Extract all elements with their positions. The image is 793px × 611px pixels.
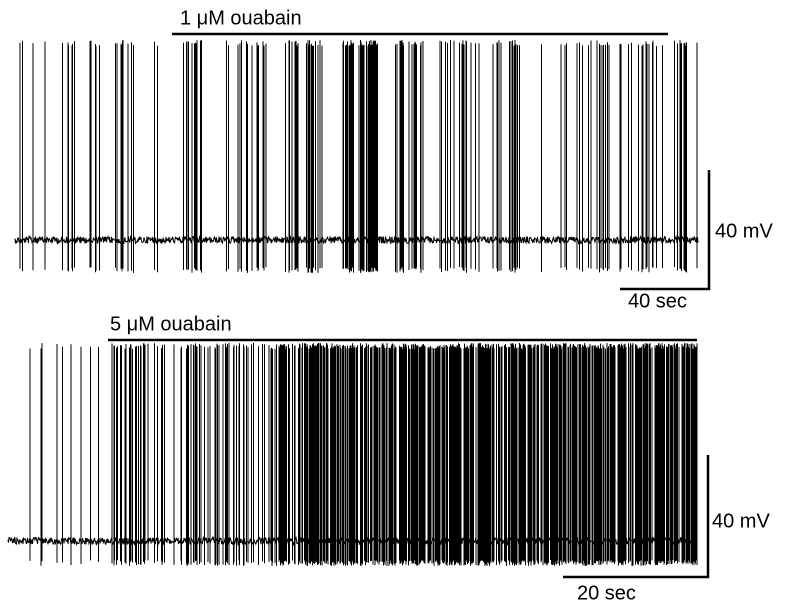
time-scale-label: 40 sec bbox=[628, 290, 687, 312]
voltage-scale-label: 40 mV bbox=[712, 510, 770, 532]
scale-bar bbox=[620, 170, 711, 291]
drug-label: 1 μM ouabain bbox=[180, 7, 302, 29]
scale-bar bbox=[563, 455, 710, 579]
voltage-scale-label: 40 mV bbox=[715, 220, 773, 242]
voltage-trace bbox=[14, 40, 699, 273]
time-scale-label: 20 sec bbox=[577, 582, 636, 604]
drug-label: 5 μM ouabain bbox=[110, 313, 232, 335]
voltage-trace bbox=[7, 343, 698, 566]
